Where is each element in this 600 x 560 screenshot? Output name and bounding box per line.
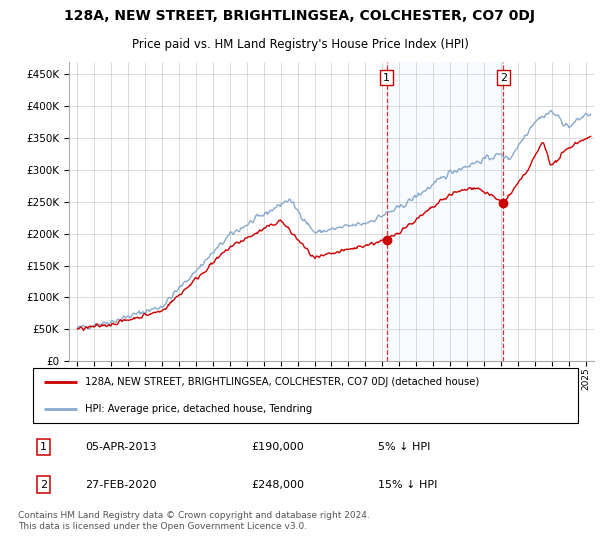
Text: 27-FEB-2020: 27-FEB-2020	[85, 479, 157, 489]
Text: 2: 2	[500, 73, 507, 82]
Text: 5% ↓ HPI: 5% ↓ HPI	[378, 442, 430, 452]
Text: Contains HM Land Registry data © Crown copyright and database right 2024.
This d: Contains HM Land Registry data © Crown c…	[18, 511, 370, 531]
Text: £248,000: £248,000	[251, 479, 304, 489]
FancyBboxPatch shape	[33, 367, 578, 423]
Text: 1: 1	[40, 442, 47, 452]
Text: 2: 2	[40, 479, 47, 489]
Text: 128A, NEW STREET, BRIGHTLINGSEA, COLCHESTER, CO7 0DJ: 128A, NEW STREET, BRIGHTLINGSEA, COLCHES…	[65, 9, 536, 23]
Bar	[386, 62, 503, 361]
Text: Price paid vs. HM Land Registry's House Price Index (HPI): Price paid vs. HM Land Registry's House …	[131, 38, 469, 51]
Text: 05-APR-2013: 05-APR-2013	[85, 442, 157, 452]
Text: £190,000: £190,000	[251, 442, 304, 452]
Text: 15% ↓ HPI: 15% ↓ HPI	[378, 479, 437, 489]
Text: 1: 1	[383, 73, 390, 82]
Text: 128A, NEW STREET, BRIGHTLINGSEA, COLCHESTER, CO7 0DJ (detached house): 128A, NEW STREET, BRIGHTLINGSEA, COLCHES…	[85, 377, 479, 387]
Text: HPI: Average price, detached house, Tendring: HPI: Average price, detached house, Tend…	[85, 404, 313, 414]
